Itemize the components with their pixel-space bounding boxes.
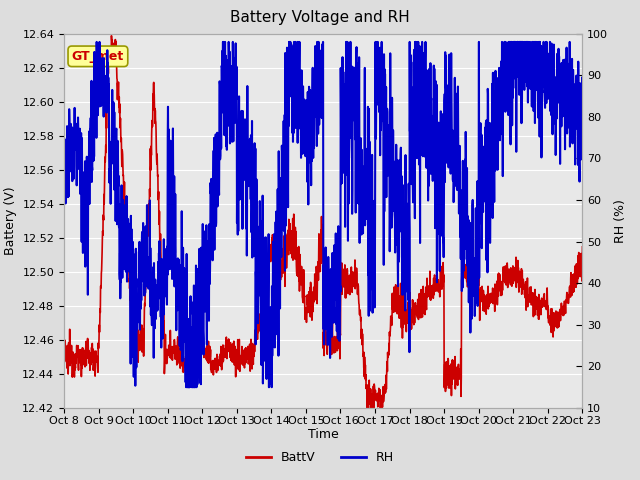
Legend: BattV, RH: BattV, RH <box>241 446 399 469</box>
Text: Battery Voltage and RH: Battery Voltage and RH <box>230 10 410 24</box>
Y-axis label: RH (%): RH (%) <box>614 199 627 243</box>
X-axis label: Time: Time <box>308 429 339 442</box>
Y-axis label: Battery (V): Battery (V) <box>4 187 17 255</box>
Text: GT_met: GT_met <box>72 50 124 63</box>
